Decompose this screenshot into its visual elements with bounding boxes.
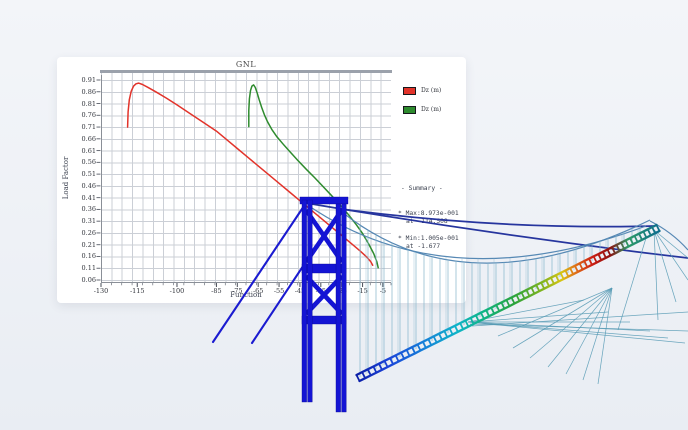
y-tick-label: 0.36 bbox=[81, 205, 96, 214]
y-tick-label: 0.31 bbox=[81, 217, 96, 226]
y-tick-label: 0.21 bbox=[81, 240, 96, 249]
x-tick-label: -100 bbox=[169, 287, 185, 295]
legend-label: Dz (m) bbox=[421, 87, 442, 94]
legend-swatch-red bbox=[403, 86, 416, 95]
legend-item: Dz (m) bbox=[403, 100, 441, 119]
series-curve-1 bbox=[248, 84, 379, 269]
y-tick-label: 0.56 bbox=[81, 158, 96, 167]
legend-label: Dz (m) bbox=[421, 106, 442, 113]
x-tick-label: -130 bbox=[93, 287, 109, 295]
legend-swatch-green bbox=[403, 105, 416, 114]
x-axis-title: Function bbox=[230, 291, 262, 299]
plot-area bbox=[96, 70, 392, 287]
y-tick-label: 0.11 bbox=[81, 264, 96, 273]
chart-title: GNL bbox=[235, 60, 257, 69]
summary-max-value: * Max:8.973e-001 bbox=[398, 210, 459, 217]
y-tick-label: 0.81 bbox=[81, 99, 96, 108]
y-tick-label: 0.51 bbox=[81, 170, 96, 179]
y-tick-label: 0.61 bbox=[81, 146, 96, 155]
y-tick-label: 0.66 bbox=[81, 134, 96, 143]
y-tick-label: 0.26 bbox=[81, 228, 96, 237]
analysis-chart-card: GNL Load Factor 0.91 0.86 0.81 0.76 0.71 0.66… bbox=[57, 57, 466, 303]
x-tick-label: -115 bbox=[129, 287, 145, 295]
y-tick-label: 0.76 bbox=[81, 111, 96, 120]
summary-min-value: * Min:1.005e-001 bbox=[398, 235, 459, 242]
chart-canvas bbox=[96, 75, 392, 287]
y-tick-label: 0.06 bbox=[81, 275, 96, 284]
y-tick-label: 0.91 bbox=[81, 76, 96, 84]
bridge-cable-net bbox=[467, 229, 688, 385]
summary-max-location: at -114.508 bbox=[406, 218, 448, 225]
y-tick-label: 0.46 bbox=[81, 181, 96, 190]
chart-legend: Dz (m) Dz (m) bbox=[403, 81, 441, 119]
series-curves bbox=[126, 82, 379, 269]
y-tick-label: 0.86 bbox=[81, 87, 96, 96]
y-tick-label: 0.16 bbox=[81, 252, 96, 261]
y-tick-label: 0.71 bbox=[81, 123, 96, 132]
y-tick-label: 0.41 bbox=[81, 193, 96, 202]
legend-item: Dz (m) bbox=[403, 81, 441, 100]
summary-min-location: at -1.677 bbox=[406, 243, 441, 250]
series-curve-0 bbox=[126, 82, 374, 266]
summary-panel: - Summary - * Max:8.973e-001 at -114.508… bbox=[398, 185, 470, 253]
summary-heading: - Summary - bbox=[401, 185, 443, 192]
axes-and-ticks bbox=[96, 75, 392, 287]
